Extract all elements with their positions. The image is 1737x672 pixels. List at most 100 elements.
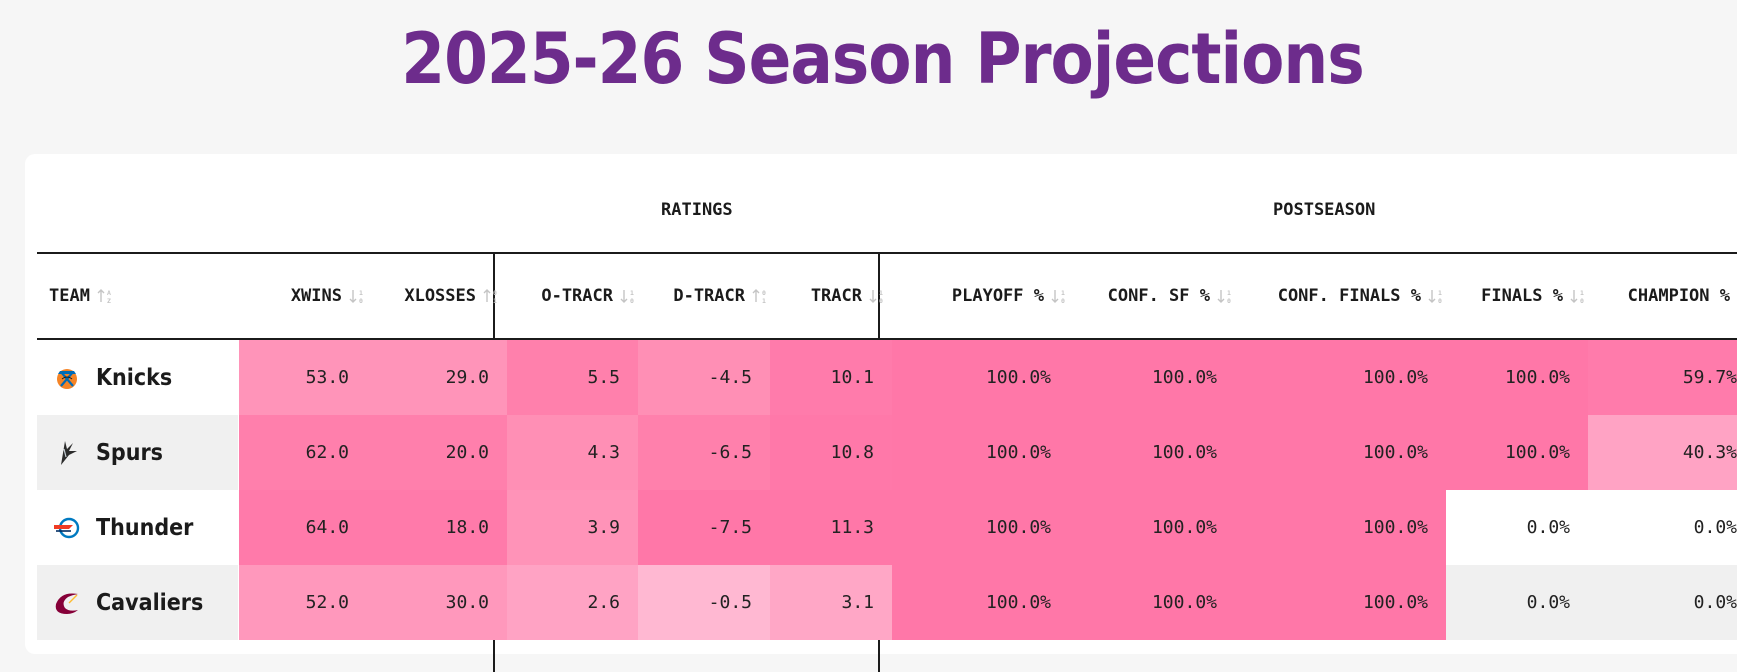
svg-text:1: 1	[1438, 289, 1442, 297]
cell-confsf: 100.0%	[1069, 340, 1235, 415]
svg-text:0: 0	[879, 297, 883, 305]
team-name: Knicks	[96, 364, 173, 391]
th-xlosses-label: XLOSSES	[404, 286, 476, 306]
svg-text:0: 0	[1061, 297, 1065, 305]
svg-text:0: 0	[359, 297, 363, 305]
th-conffinals-label: CONF. FINALS %	[1277, 286, 1421, 306]
spurs-logo-icon	[50, 436, 84, 470]
team-cell: Knicks	[37, 340, 238, 415]
svg-text:0: 0	[1227, 297, 1231, 305]
cell-tracr: 11.3	[770, 490, 892, 565]
cell-finals: 100.0%	[1446, 415, 1588, 490]
team-cell: Thunder	[37, 490, 238, 565]
thunder-logo-icon	[50, 511, 84, 545]
cell-conffinals: 100.0%	[1235, 340, 1446, 415]
cell-xwins: 64.0	[239, 490, 367, 565]
th-team-label: TEAM	[49, 286, 90, 306]
cell-confsf: 100.0%	[1069, 490, 1235, 565]
cell-dtracr: -6.5	[638, 415, 770, 490]
svg-text:0: 0	[493, 289, 497, 297]
column-group-row: RATINGS POSTSEASON	[37, 154, 1737, 252]
cell-champion: 0.0%	[1588, 490, 1737, 565]
cell-otracr: 5.5	[507, 340, 638, 415]
page-title: 2025-26 Season Projections	[401, 18, 1364, 100]
cell-tracr: 10.1	[770, 340, 892, 415]
cell-conffinals: 100.0%	[1235, 565, 1446, 640]
table-row[interactable]: Cavaliers 52.0 30.0 2.6 -0.5 3.1 100.0% …	[37, 565, 1737, 640]
cell-xwins: 53.0	[239, 340, 367, 415]
svg-text:1: 1	[879, 289, 883, 297]
table-row[interactable]: Knicks 53.0 29.0 5.5 -4.5 10.1 100.0% 10…	[37, 340, 1737, 415]
cell-playoff: 100.0%	[892, 565, 1069, 640]
th-otracr-label: O-TRACR	[541, 286, 613, 306]
cell-dtracr: -7.5	[638, 490, 770, 565]
svg-text:1: 1	[1061, 289, 1065, 297]
th-dtracr-label: D-TRACR	[673, 286, 745, 306]
cell-conffinals: 100.0%	[1235, 490, 1446, 565]
th-champion[interactable]: CHAMPION % 10	[1588, 254, 1737, 338]
cell-confsf: 100.0%	[1069, 565, 1235, 640]
cell-xlosses: 29.0	[367, 340, 507, 415]
cell-tracr: 10.8	[770, 415, 892, 490]
group-ratings: RATINGS	[661, 200, 733, 220]
team-name: Thunder	[96, 514, 194, 541]
svg-text:1: 1	[762, 297, 766, 305]
th-playoff-label: PLAYOFF %	[951, 286, 1044, 306]
th-tracr-label: TRACR	[810, 286, 862, 306]
svg-text:1: 1	[359, 289, 363, 297]
cell-xlosses: 18.0	[367, 490, 507, 565]
th-finals-label: FINALS %	[1481, 286, 1563, 306]
cell-conffinals: 100.0%	[1235, 415, 1446, 490]
svg-text:1: 1	[493, 297, 497, 305]
th-champion-label: CHAMPION %	[1627, 286, 1730, 306]
cell-confsf: 100.0%	[1069, 415, 1235, 490]
cell-dtracr: -4.5	[638, 340, 770, 415]
cell-otracr: 2.6	[507, 565, 638, 640]
header-top-rule	[37, 252, 1737, 254]
svg-text:1: 1	[630, 289, 634, 297]
svg-text:1: 1	[1580, 289, 1584, 297]
svg-text:0: 0	[1580, 297, 1584, 305]
cell-playoff: 100.0%	[892, 490, 1069, 565]
team-name: Spurs	[96, 439, 163, 466]
th-confsf-label: CONF. SF %	[1107, 286, 1210, 306]
group-postseason: POSTSEASON	[1273, 200, 1376, 220]
knicks-logo-icon	[50, 361, 84, 395]
svg-text:A: A	[107, 289, 111, 297]
cell-tracr: 3.1	[770, 565, 892, 640]
cell-playoff: 100.0%	[892, 415, 1069, 490]
cell-xwins: 62.0	[239, 415, 367, 490]
cell-xlosses: 30.0	[367, 565, 507, 640]
svg-text:1: 1	[1227, 289, 1231, 297]
table-row[interactable]: Thunder 64.0 18.0 3.9 -7.5 11.3 100.0% 1…	[37, 490, 1737, 565]
cell-otracr: 3.9	[507, 490, 638, 565]
th-xwins-label: XWINS	[290, 286, 342, 306]
cell-finals: 0.0%	[1446, 565, 1588, 640]
cell-finals: 100.0%	[1446, 340, 1588, 415]
cell-champion: 40.3%	[1588, 415, 1737, 490]
svg-text:0: 0	[630, 297, 634, 305]
table-row[interactable]: Spurs 62.0 20.0 4.3 -6.5 10.8 100.0% 100…	[37, 415, 1737, 490]
